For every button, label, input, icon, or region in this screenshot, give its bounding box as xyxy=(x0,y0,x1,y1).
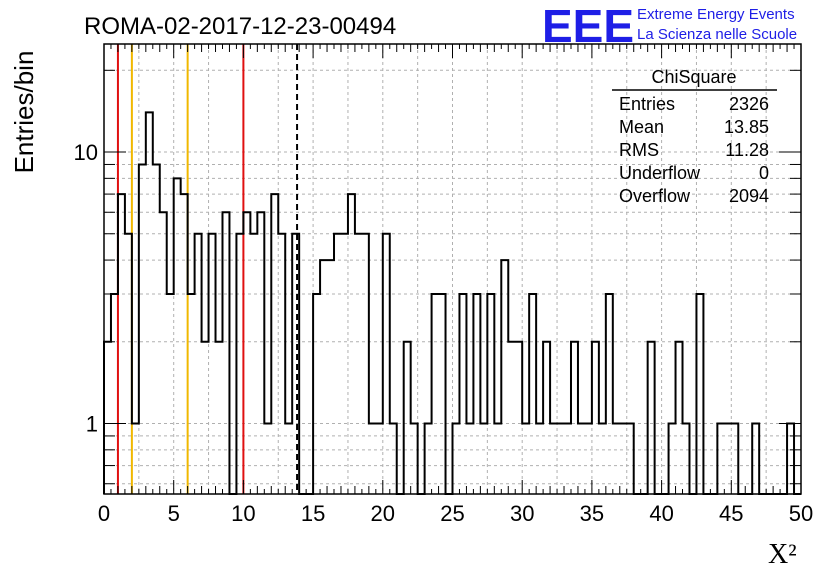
x-tick-label: 0 xyxy=(98,501,110,526)
x-tick-label: 40 xyxy=(649,501,673,526)
stats-title: ChiSquare xyxy=(651,67,736,87)
y-ticks: 1 10 xyxy=(74,69,801,485)
stats-label: RMS xyxy=(619,140,659,160)
stats-value: 0 xyxy=(759,163,769,183)
stats-label: Entries xyxy=(619,94,675,114)
x-tick-label: 15 xyxy=(301,501,325,526)
stats-value: 11.28 xyxy=(725,140,769,160)
stats-label: Underflow xyxy=(619,163,701,183)
y-tick-label: 1 xyxy=(86,412,98,437)
x-tick-label: 50 xyxy=(789,501,813,526)
logo-line-1: Extreme Energy Events xyxy=(637,6,795,23)
logo-line-2: La Scienza nelle Scuole xyxy=(637,26,797,43)
x-axis-label: X² xyxy=(768,539,797,570)
stats-rows: Entries 2326 Mean 13.85 RMS 11.28 Underflow 0 Ov… xyxy=(619,94,769,206)
run-title: ROMA-02-2017-12-23-00494 xyxy=(84,13,396,40)
x-tick-label: 30 xyxy=(510,501,534,526)
y-axis-label: Entries/bin xyxy=(9,51,39,174)
stats-label: Mean xyxy=(619,117,664,137)
x-tick-label: 45 xyxy=(719,501,743,526)
stats-box: ChiSquare Entries 2326 Mean 13.85 RMS 11.28 Un… xyxy=(612,67,777,206)
x-tick-label: 35 xyxy=(580,501,604,526)
stats-value: 2326 xyxy=(729,94,769,114)
x-tick-label: 5 xyxy=(168,501,180,526)
y-tick-label: 10 xyxy=(74,140,98,165)
reference-lines xyxy=(116,44,299,494)
eee-logo: EEE Extreme Energy Events La Scienza nel… xyxy=(542,0,797,52)
x-ticks: 0 5 10 15 20 25 30 35 40 45 50 xyxy=(98,44,813,526)
x-tick-label: 10 xyxy=(231,501,255,526)
x-tick-label: 20 xyxy=(371,501,395,526)
x-tick-label: 25 xyxy=(440,501,464,526)
stats-value: 2094 xyxy=(729,186,769,206)
stats-label: Overflow xyxy=(619,186,691,206)
stats-value: 13.85 xyxy=(724,117,769,137)
histogram-outline xyxy=(103,111,801,495)
